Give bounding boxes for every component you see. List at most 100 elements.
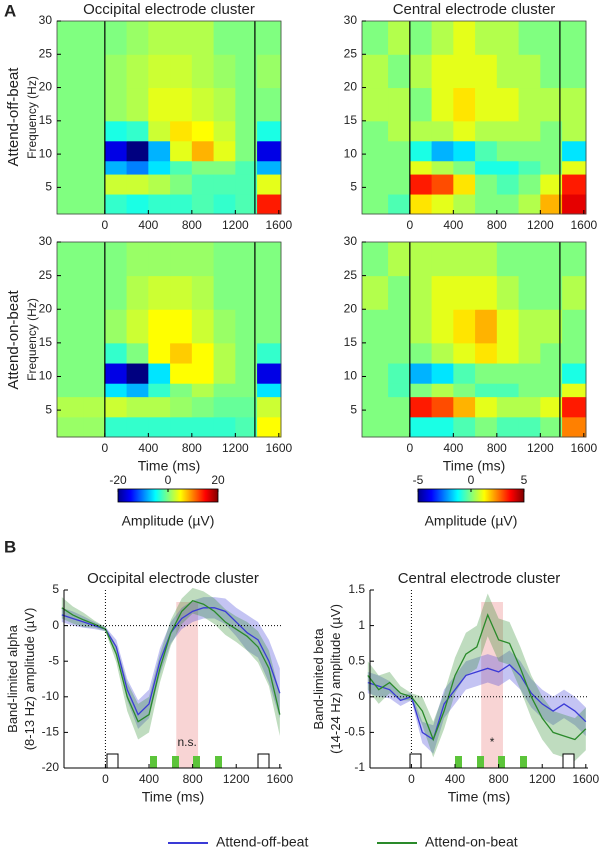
x-tick-label: 1200	[223, 772, 250, 786]
heatmap-cell	[562, 120, 587, 142]
heatmap-cell	[213, 416, 236, 438]
heatmap-cell	[475, 275, 498, 310]
heatmap-cell	[388, 275, 411, 310]
heatmap-cell	[496, 21, 520, 55]
heatmap-cell	[362, 194, 389, 215]
y-axis-label-line: (14-24 Hz) amplitude (µV)	[328, 604, 343, 754]
heatmap-cell	[388, 396, 411, 418]
heatmap-cell	[562, 309, 587, 344]
heatmap-cell	[562, 140, 587, 162]
heatmap-cell	[362, 275, 389, 310]
heatmap-cell	[191, 174, 215, 195]
plot-frame	[56, 241, 282, 438]
heatmap-cell	[453, 342, 476, 364]
heatmap-cell	[83, 383, 106, 398]
heatmap-cell	[170, 174, 193, 195]
y-tick-label: 30	[39, 234, 53, 248]
significance-label: *	[490, 735, 495, 749]
x-tick-label: 1600	[265, 218, 292, 232]
heatmap-cell	[409, 140, 433, 162]
heatmap-cell	[83, 242, 106, 277]
heatmap-cell	[57, 194, 84, 215]
heatmap-cell	[83, 174, 106, 195]
heatmap-cell	[540, 242, 563, 277]
heatmap-cell	[540, 160, 563, 175]
heatmap-cell	[409, 120, 433, 142]
heatmap-cell	[148, 309, 171, 344]
heatmap-cell	[235, 383, 258, 398]
heatmap-cell	[57, 309, 84, 344]
heatmap-cell	[518, 194, 541, 215]
heatmap-cell	[475, 396, 498, 418]
x-tick-label: 1200	[222, 441, 249, 455]
heatmap-cell	[170, 309, 193, 344]
heatmap-cell	[213, 174, 236, 195]
heatmap-cell	[83, 396, 106, 418]
heatmap-cell	[388, 309, 411, 344]
heatmap-cell	[148, 174, 171, 195]
heatmap-cell	[235, 242, 258, 277]
heatmap-cell	[257, 160, 282, 175]
heatmap-cell	[362, 342, 389, 364]
heatmap-cell	[104, 21, 128, 55]
heatmap-cell	[104, 54, 128, 89]
heatmap-cell	[409, 309, 433, 344]
y-tick-label: 0	[52, 618, 59, 632]
x-tick-label: 1600	[570, 441, 597, 455]
plot-frame	[361, 20, 587, 215]
heatmap-cell	[409, 87, 433, 122]
heatmap-cell	[170, 396, 193, 418]
heatmap-cell	[170, 242, 193, 277]
heatmap-cell	[235, 194, 258, 215]
heatmap-cell	[126, 87, 149, 122]
heatmap-cell	[362, 309, 389, 344]
error-band	[61, 597, 280, 729]
heatmap-cell	[409, 363, 433, 384]
heatmap-cell	[431, 309, 454, 344]
heatmap-cell	[388, 342, 411, 364]
y-tick-label: 5	[45, 402, 52, 416]
heatmap-cell	[235, 120, 258, 142]
heatmap-cell	[496, 194, 520, 215]
y-tick-label: 5	[350, 180, 357, 194]
heatmap-cell	[104, 342, 128, 364]
colorbar-tick-label: -5	[413, 473, 424, 487]
heatmap-cell	[562, 242, 587, 277]
heatmap-cell	[409, 396, 433, 418]
heatmap-cell	[475, 21, 498, 55]
heatmap-cell	[496, 120, 520, 142]
heatmap-cell	[453, 416, 476, 438]
heatmap-cell	[126, 120, 149, 142]
x-tick-label: 1200	[527, 441, 554, 455]
heatmap-cell	[453, 194, 476, 215]
colorbar-label: Amplitude (µV)	[122, 513, 215, 529]
heatmap-cell	[83, 54, 106, 89]
heatmap-cell	[453, 242, 476, 277]
heatmap-cell	[362, 383, 389, 398]
heatmap-cell	[362, 140, 389, 162]
heatmap-cell	[191, 140, 215, 162]
heatmap-cell	[475, 309, 498, 344]
colorbar-tick-label: 5	[521, 473, 528, 487]
heatmap-cell	[540, 416, 563, 438]
heatmap-cell	[148, 54, 171, 89]
heatmap-cell	[235, 275, 258, 310]
heatmap-cell	[191, 275, 215, 310]
heatmap-cell	[213, 242, 236, 277]
stimulus-marker	[150, 756, 157, 768]
heatmap-cell	[126, 383, 149, 398]
heatmap-cell	[388, 194, 411, 215]
colorbar-label: Amplitude (µV)	[425, 513, 518, 529]
heatmap-cell	[496, 87, 520, 122]
stimulus-marker	[193, 756, 200, 768]
heatmap-cell	[475, 416, 498, 438]
heatmap-cell	[213, 87, 236, 122]
heatmap-cell	[388, 21, 411, 55]
heatmap-cell	[518, 174, 541, 195]
y-axis-label-line: (8-13 Hz) amplitude (µV)	[22, 608, 37, 751]
heatmap-cell	[57, 242, 84, 277]
heatmap-cell	[257, 140, 282, 162]
heatmap-cell	[148, 140, 171, 162]
chart-title: Occipital electrode cluster	[83, 1, 255, 18]
y-tick-label: 30	[344, 13, 358, 27]
